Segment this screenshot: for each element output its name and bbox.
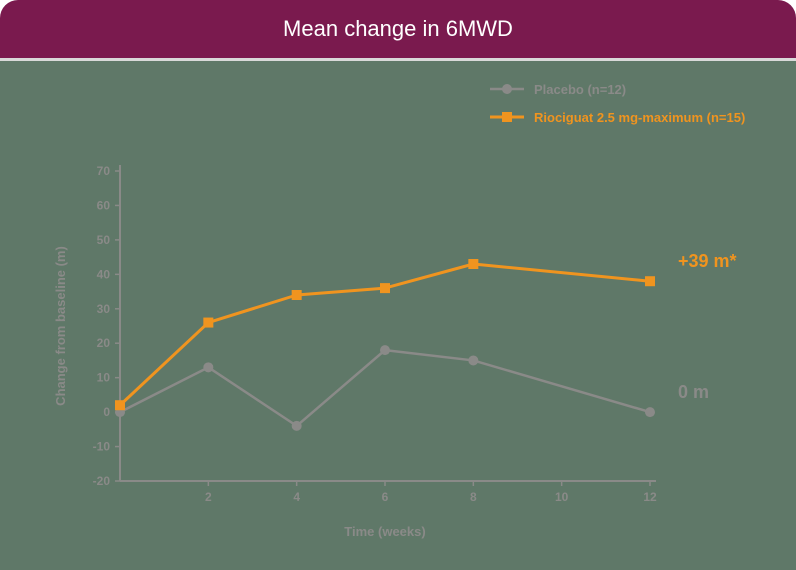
x-tick-label: 8 <box>470 490 477 504</box>
endpoint-label-placebo: 0 m <box>678 382 709 402</box>
y-tick-label: 70 <box>97 164 111 178</box>
data-point-riociguat <box>115 400 125 410</box>
data-point-riociguat <box>203 318 213 328</box>
x-tick-label: 10 <box>555 490 569 504</box>
y-tick-label: 10 <box>97 371 111 385</box>
legend-label-placebo: Placebo (n=12) <box>534 82 626 97</box>
data-point-placebo <box>292 421 302 431</box>
data-point-riociguat <box>468 259 478 269</box>
x-tick-label: 6 <box>382 490 389 504</box>
x-tick-label: 12 <box>643 490 657 504</box>
title-bar: Mean change in 6MWD <box>0 0 796 58</box>
x-tick-label: 4 <box>293 490 300 504</box>
chart-card: Mean change in 6MWD -20 -10 0 10 20 30 40 50 60 7… <box>0 0 796 570</box>
legend-label-riociguat: Riociguat 2.5 mg-maximum (n=15) <box>534 110 745 125</box>
data-point-placebo <box>645 407 655 417</box>
data-point-riociguat <box>645 276 655 286</box>
data-point-riociguat <box>380 283 390 293</box>
legend-marker-riociguat <box>502 112 512 122</box>
chart-area: -20 -10 0 10 20 30 40 50 60 70 2 4 6 8 10 12 Time (weeks… <box>0 58 796 570</box>
legend-marker-placebo <box>502 84 512 94</box>
y-tick-label: 40 <box>97 267 111 281</box>
y-tick-label: -20 <box>93 474 111 488</box>
y-tick-label: 20 <box>97 336 111 350</box>
data-point-placebo <box>380 345 390 355</box>
y-axis-label: Change from baseline (m) <box>53 246 68 406</box>
y-tick-label: 0 <box>103 405 110 419</box>
data-point-riociguat <box>292 290 302 300</box>
chart-svg: -20 -10 0 10 20 30 40 50 60 70 2 4 6 8 10 12 Time (weeks… <box>0 61 796 570</box>
y-tick-label: -10 <box>93 440 111 454</box>
y-tick-label: 30 <box>97 302 111 316</box>
x-axis-label: Time (weeks) <box>344 524 425 539</box>
y-tick-label: 50 <box>97 233 111 247</box>
x-tick-label: 2 <box>205 490 212 504</box>
endpoint-label-riociguat: +39 m* <box>678 251 737 271</box>
data-point-placebo <box>203 362 213 372</box>
data-point-placebo <box>468 355 478 365</box>
y-tick-label: 60 <box>97 198 111 212</box>
chart-title: Mean change in 6MWD <box>283 16 513 41</box>
